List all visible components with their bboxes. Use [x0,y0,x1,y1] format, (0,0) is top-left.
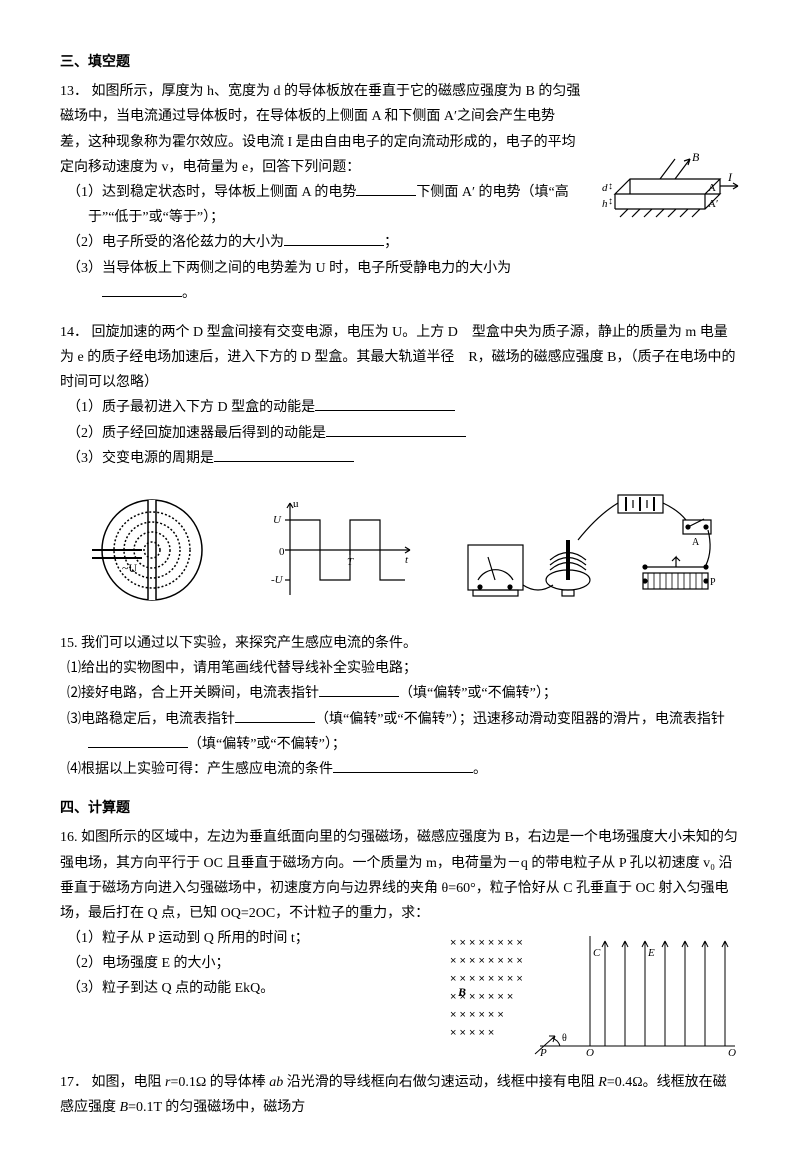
q16-text: 如图所示的区域中，左边为垂直纸面向里的匀强磁场，磁感应强度为 B，右边是一个电场… [60,830,738,921]
svg-text:B: B [457,985,466,999]
svg-text:T: T [347,556,354,568]
figure-cyclotron: ~U [82,490,222,610]
q14-text: 回旋加速的两个 D 型盒间接有交变电源，电压为 U。上方 D 型盒中央为质子源，… [60,325,736,390]
svg-text:A′: A′ [708,198,718,210]
blank[interactable] [284,231,384,246]
svg-text:θ: θ [562,1033,567,1044]
section-3-title: 三、填空题 [60,50,740,75]
section-4-title: 四、计算题 [60,796,740,821]
question-13: B I d h A A′ ↕ ↕ 13． 如图所示，厚度为 h、宽度为 d 的导… [60,79,740,306]
figure-row-q14-15: ~U U -U 0 T t u [60,485,740,615]
svg-text:P: P [710,577,716,588]
svg-text:↕: ↕ [608,196,613,207]
blank[interactable] [319,682,399,697]
svg-text:× × × × × × × ×: × × × × × × × × [450,955,523,967]
figure-hall: B I d h A A′ ↕ ↕ [590,149,740,239]
svg-text:Q: Q [728,1047,736,1056]
q16-num: 16. [60,830,78,845]
figure-apparatus: A P [458,485,718,615]
blank[interactable] [356,181,416,196]
q13-num: 13． [60,84,88,99]
q15-p1: ⑴给出的实物图中，请用笔画线代替导线补全实验电路； [60,656,740,681]
svg-text:× × × × × × × ×: × × × × × × × × [450,937,523,949]
blank[interactable] [88,733,188,748]
blank[interactable] [315,396,455,411]
q14-p2: （2）质子经回旋加速器最后得到的动能是 [60,421,740,446]
svg-text:A: A [708,182,716,194]
q15-p2: ⑵接好电路，合上开关瞬间，电流表指针（填“偏转”或“不偏转”）； [60,681,740,706]
q17-num: 17． [60,1075,88,1090]
svg-text:C: C [593,947,601,959]
question-14: 14． 回旋加速的两个 D 型盒间接有交变电源，电压为 U。上方 D 型盒中央为… [60,320,740,471]
q15-p3: ⑶电路稳定后，电流表指针（填“偏转”或“不偏转”）；迅速移动滑动变阻器的滑片，电… [60,707,740,757]
svg-text:A: A [692,537,700,548]
svg-text:t: t [405,554,409,566]
blank[interactable] [333,758,473,773]
question-16: 16. 如图所示的区域中，左边为垂直纸面向里的匀强磁场，磁感应强度为 B，右边是… [60,825,740,1056]
q14-num: 14． [60,325,88,340]
blank[interactable] [214,447,354,462]
svg-text:-U: -U [271,574,284,586]
svg-text:B: B [692,150,700,164]
svg-text:× × × × × × × ×: × × × × × × × × [450,973,523,985]
q13-p3: （3）当导体板上下两侧之间的电势差为 U 时，电子所受静电力的大小为 。 [60,256,740,306]
svg-text:× × × × × ×: × × × × × × [450,1009,504,1021]
svg-text:0: 0 [279,546,285,558]
question-15: 15. 我们可以通过以下实验，来探究产生感应电流的条件。 ⑴给出的实物图中，请用… [60,631,740,782]
q15-p4: ⑷根据以上实验可得：产生感应电流的条件。 [60,757,740,782]
q14-p1: （1）质子最初进入下方 D 型盒的动能是 [60,395,740,420]
svg-text:E: E [647,947,655,959]
q14-p3: （3）交变电源的周期是 [60,446,740,471]
svg-text:I: I [727,170,733,184]
question-17: 17． 如图，电阻 r=0.1Ω 的导体棒 ab 沿光滑的导线框向右做匀速运动，… [60,1070,740,1120]
svg-text:P: P [539,1047,547,1056]
figure-field: × × × × × × × × × × × × × × × × × × × × … [440,926,740,1056]
blank[interactable] [235,708,315,723]
blank[interactable] [326,422,466,437]
q15-num: 15. [60,636,78,651]
figure-square-wave: U -U 0 T t u [265,495,415,605]
q13-text: 如图所示，厚度为 h、宽度为 d 的导体板放在垂直于它的磁感应强度为 B 的匀强… [60,84,580,175]
svg-text:~U: ~U [122,561,137,575]
q15-text: 我们可以通过以下实验，来探究产生感应电流的条件。 [81,636,417,651]
svg-text:O: O [586,1047,594,1056]
svg-text:U: U [273,514,282,526]
svg-text:↕: ↕ [608,181,613,192]
svg-text:× × × × ×: × × × × × [450,1027,494,1039]
blank[interactable] [102,282,182,297]
svg-text:u: u [293,498,299,510]
